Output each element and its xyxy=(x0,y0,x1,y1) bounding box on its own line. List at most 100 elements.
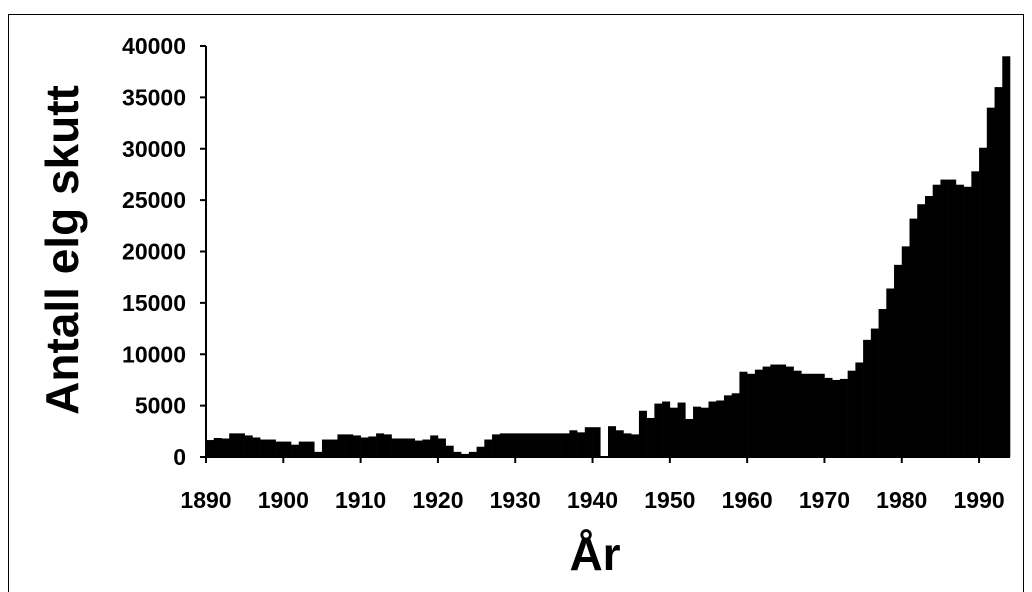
x-tick-label: 1980 xyxy=(876,487,927,513)
bar xyxy=(221,438,230,457)
bar xyxy=(739,371,748,457)
bar xyxy=(932,184,941,457)
bar xyxy=(631,434,640,457)
bar xyxy=(321,439,330,457)
bar xyxy=(986,107,995,458)
bar xyxy=(863,339,872,457)
bar xyxy=(870,328,879,457)
bar xyxy=(515,433,524,457)
y-tick-label: 5000 xyxy=(135,393,186,419)
bar xyxy=(283,441,292,457)
bar xyxy=(530,433,539,457)
bar xyxy=(901,246,910,457)
bar xyxy=(662,401,671,457)
bar xyxy=(754,369,763,457)
bar xyxy=(298,441,307,457)
bar xyxy=(762,366,771,457)
bar xyxy=(816,373,825,457)
bar xyxy=(623,433,632,457)
bar xyxy=(994,87,1003,457)
bar xyxy=(716,400,725,457)
frame xyxy=(8,14,1024,592)
bar xyxy=(577,432,586,457)
bar xyxy=(213,437,222,457)
bar xyxy=(832,379,841,457)
x-tick-label: 1910 xyxy=(335,487,386,513)
x-tick-label: 1950 xyxy=(644,487,695,513)
bar xyxy=(963,186,972,457)
bar xyxy=(345,434,354,457)
bar xyxy=(615,430,624,457)
bar xyxy=(677,402,686,457)
x-tick-label: 1960 xyxy=(722,487,773,513)
bar xyxy=(267,439,276,457)
y-tick-label: 35000 xyxy=(122,84,186,110)
bar xyxy=(553,433,562,457)
x-tick-label: 1890 xyxy=(180,487,231,513)
bar xyxy=(654,403,663,457)
bar xyxy=(569,430,578,457)
bar xyxy=(546,433,555,457)
bar xyxy=(368,436,377,457)
bar xyxy=(206,440,215,457)
bar xyxy=(314,451,323,457)
bar xyxy=(955,184,964,457)
y-tick-label: 40000 xyxy=(122,33,186,59)
y-tick-label: 25000 xyxy=(122,187,186,213)
bar xyxy=(909,218,918,457)
bar xyxy=(538,433,547,457)
bar xyxy=(484,439,493,457)
bar xyxy=(886,288,895,457)
bar xyxy=(824,377,833,457)
y-tick-label: 30000 xyxy=(122,136,186,162)
bar xyxy=(638,410,647,457)
bar xyxy=(291,444,300,457)
bar xyxy=(723,395,732,457)
bar xyxy=(793,370,802,457)
x-tick-label: 1920 xyxy=(412,487,463,513)
bar xyxy=(414,440,423,457)
x-tick-label: 1970 xyxy=(799,487,850,513)
bar xyxy=(917,204,926,457)
bar xyxy=(855,362,864,457)
bar xyxy=(399,438,408,457)
bar xyxy=(747,373,756,457)
x-axis-title: År xyxy=(569,528,620,580)
bar xyxy=(685,418,694,457)
bar xyxy=(437,438,446,457)
bar xyxy=(693,406,702,457)
x-tick-label: 1990 xyxy=(953,487,1004,513)
bar xyxy=(306,441,315,457)
bar xyxy=(731,393,740,457)
bar xyxy=(499,433,508,457)
bar xyxy=(422,439,431,457)
bar xyxy=(383,434,392,457)
bar xyxy=(236,433,245,457)
bar xyxy=(445,445,454,457)
y-tick-label: 20000 xyxy=(122,239,186,265)
bar xyxy=(507,433,516,457)
bar xyxy=(646,417,655,457)
bar xyxy=(924,196,933,457)
bar xyxy=(785,366,794,457)
bar xyxy=(1002,56,1011,458)
y-tick-label: 15000 xyxy=(122,290,186,316)
bar xyxy=(229,433,238,457)
bar xyxy=(708,401,717,457)
bar xyxy=(453,451,462,457)
bar xyxy=(476,446,485,457)
bar xyxy=(260,439,269,457)
bar xyxy=(430,435,439,457)
bar xyxy=(360,437,369,457)
bar xyxy=(561,433,570,457)
bar xyxy=(971,171,980,458)
bar xyxy=(801,373,810,457)
bar xyxy=(329,439,338,457)
bar xyxy=(352,435,361,457)
y-tick-label: 0 xyxy=(173,444,186,470)
bar xyxy=(376,433,385,457)
bar xyxy=(461,453,470,457)
x-tick-label: 1940 xyxy=(567,487,618,513)
y-axis-title: Antall elg skutt xyxy=(36,85,88,415)
